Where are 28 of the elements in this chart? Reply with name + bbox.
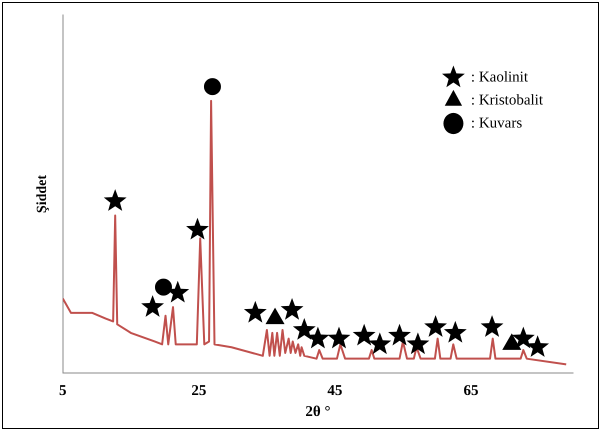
point	[244, 300, 267, 323]
legend-label: : Kuvars	[470, 115, 522, 132]
legend-label: : Kristobalit	[470, 92, 544, 108]
point	[104, 189, 127, 211]
point	[328, 326, 350, 348]
legend-label: : Kaolinit	[470, 69, 529, 86]
x-tick-label: 5	[59, 382, 67, 399]
point	[280, 298, 304, 320]
point	[154, 278, 172, 296]
x-tick-label: 65	[463, 382, 478, 399]
point	[368, 332, 392, 354]
point	[424, 315, 447, 337]
y-axis-title: Şiddet	[35, 174, 50, 214]
point	[352, 324, 376, 346]
point	[292, 318, 316, 340]
point	[204, 78, 221, 96]
point	[444, 320, 467, 343]
point	[512, 326, 535, 348]
point	[406, 332, 430, 354]
point	[141, 295, 164, 317]
point	[480, 315, 504, 337]
point	[186, 218, 209, 240]
x-tick-label: 45	[327, 382, 342, 399]
point	[266, 308, 284, 324]
point	[388, 324, 411, 346]
x-axis-title: 2θ °	[305, 404, 330, 420]
point	[502, 334, 521, 350]
x-tick-label: 25	[191, 382, 206, 399]
